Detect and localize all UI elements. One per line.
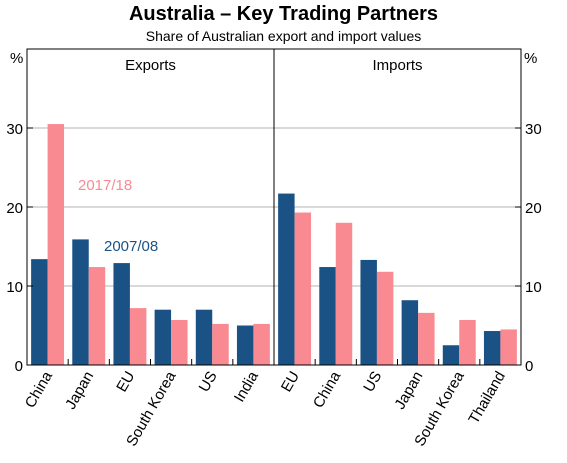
bar-imports-us-2017-18 (376, 271, 394, 365)
category-label-imports-japan: Japan (391, 369, 426, 413)
bar-exports-south-korea-2017-18 (171, 319, 188, 365)
bar-exports-india-2017-18 (253, 323, 270, 365)
bar-imports-china-2007-08 (319, 267, 336, 365)
category-label-exports-china: China (22, 368, 57, 411)
category-label-imports-us: US (360, 369, 385, 396)
panel-label-exports: Exports (125, 57, 176, 74)
y-tick-left-20: 20 (6, 200, 23, 217)
bar-imports-china-2017-18 (335, 222, 353, 365)
y-tick-right-20: 20 (525, 200, 542, 217)
bar-exports-us-2017-18 (212, 323, 229, 365)
category-label-exports-japan: Japan (62, 369, 97, 413)
panel-labels: Exports Imports (125, 57, 422, 74)
panel-label-imports: Imports (372, 57, 422, 74)
category-label-exports-india: India (231, 368, 262, 405)
annotation-2007-08: 2007/08 (104, 238, 158, 255)
category-label-imports-thailand: Thailand (465, 368, 508, 426)
y-tick-right-30: 30 (525, 121, 542, 138)
y-tick-left-10: 10 (6, 279, 23, 296)
bar-exports-eu-2007-08 (113, 263, 130, 365)
y-tick-right-10: 10 (525, 279, 542, 296)
bar-exports-japan-2007-08 (72, 239, 89, 365)
y-tick-right-0: 0 (525, 358, 533, 375)
y-unit-left: % (10, 50, 23, 67)
bar-imports-eu-2017-18 (294, 212, 312, 365)
bar-imports-south-korea-2007-08 (442, 345, 460, 365)
bar-exports-eu-2017-18 (129, 308, 147, 365)
tick-labels: 0 0 10 10 20 20 30 30%% (6, 50, 541, 375)
y-tick-left-0: 0 (15, 358, 23, 375)
annotation-2017-18: 2017/18 (78, 177, 132, 194)
bar-imports-eu-2007-08 (278, 193, 295, 365)
bar-exports-india-2007-08 (236, 325, 254, 365)
category-label-imports-china: China (310, 368, 345, 411)
bar-exports-japan-2017-18 (88, 267, 106, 365)
plot-frame (26, 48, 522, 366)
category-label-exports-us: US (196, 369, 221, 396)
category-label-exports-eu: EU (113, 369, 138, 396)
bar-imports-thailand-2007-08 (483, 331, 501, 365)
bar-imports-japan-2017-18 (418, 312, 435, 365)
bar-imports-us-2007-08 (360, 259, 377, 365)
bar-imports-japan-2007-08 (401, 300, 419, 365)
bar-exports-us-2007-08 (195, 309, 213, 365)
chart-title: Australia – Key Trading Partners (128, 3, 438, 25)
bar-exports-china-2007-08 (31, 259, 48, 365)
chart-subtitle: Share of Australian export and import va… (145, 28, 422, 44)
bar-exports-china-2017-18 (47, 124, 65, 365)
category-label-imports-eu: EU (278, 369, 303, 396)
annotations: 2017/18 2007/08 (78, 177, 158, 255)
bar-exports-south-korea-2007-08 (154, 309, 172, 365)
y-tick-left-30: 30 (6, 121, 23, 138)
bars (31, 124, 517, 365)
bar-imports-south-korea-2017-18 (459, 319, 476, 365)
bar-imports-thailand-2017-18 (500, 329, 517, 365)
y-unit-right: % (524, 50, 537, 67)
